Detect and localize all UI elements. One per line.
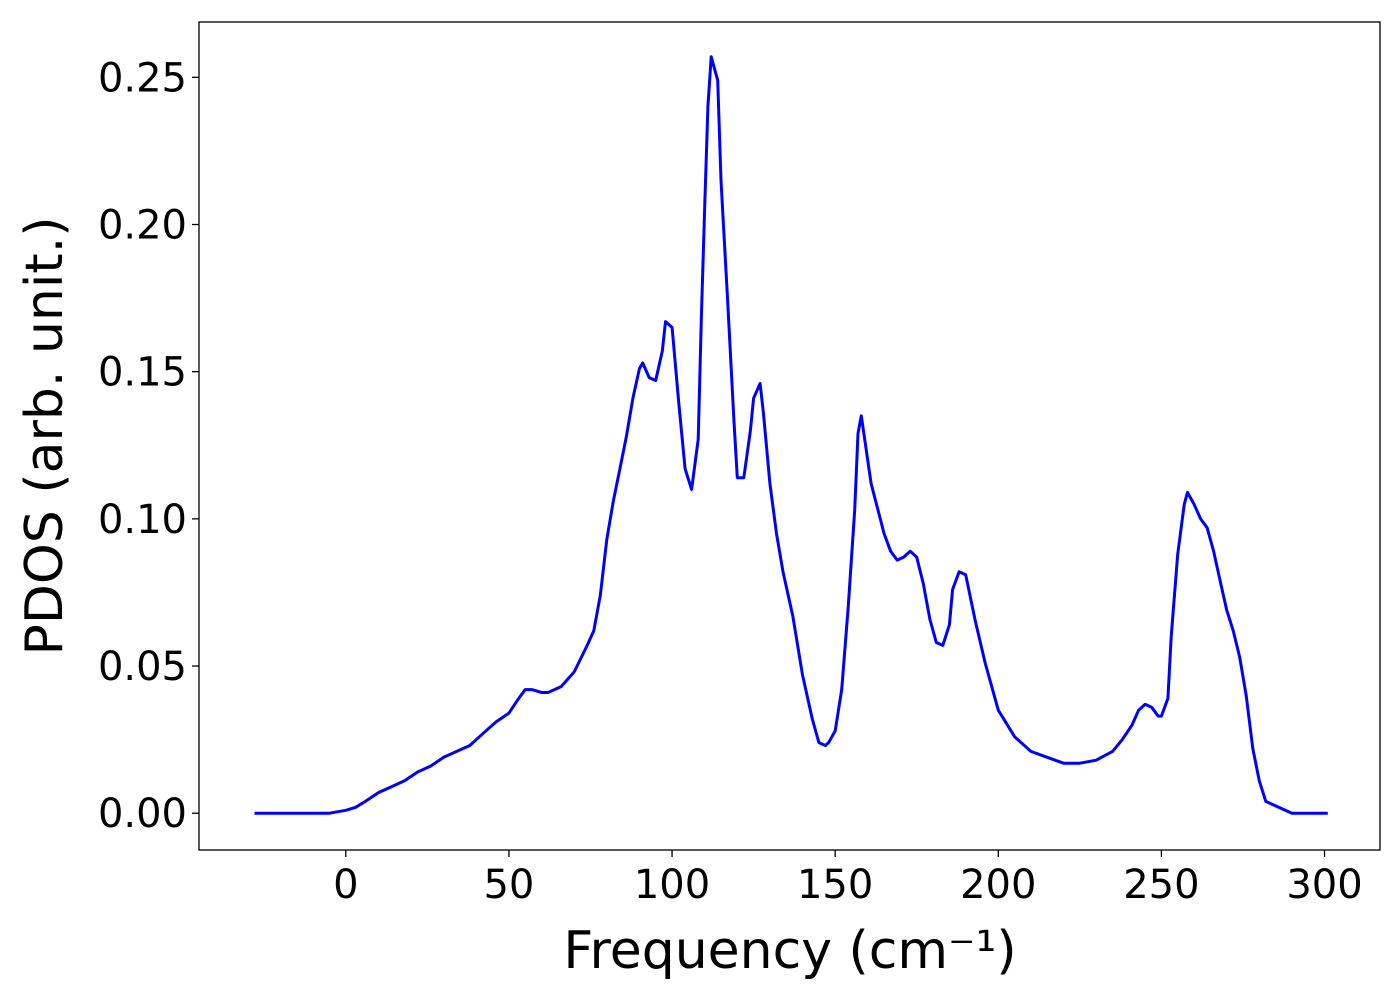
y-tick-label: 0.05 — [98, 644, 187, 690]
x-tick-label: 0 — [333, 862, 358, 908]
x-tick-label: 150 — [797, 862, 873, 908]
x-axis-title: Frequency (cm⁻¹) — [563, 921, 1016, 981]
y-tick-label: 0.10 — [98, 497, 187, 543]
x-tick-label: 250 — [1123, 862, 1199, 908]
x-tick-label: 300 — [1286, 862, 1362, 908]
ticks-layer: 0 50 100 150 200 250 300 0.00 0.05 0.10 0.15 0.20 0.… — [98, 55, 1363, 908]
plot-frame — [198, 21, 1381, 851]
y-tick-label: 0.20 — [98, 203, 187, 249]
y-axis-title: PDOS (arb. unit.) — [15, 216, 75, 655]
y-tick-label: 0.15 — [98, 350, 187, 396]
y-tick-label: 0.00 — [98, 791, 187, 837]
x-tick-label: 200 — [960, 862, 1036, 908]
pdos-series-line — [254, 55, 1328, 815]
y-tick-label: 0.25 — [98, 55, 187, 101]
x-tick-label: 100 — [634, 862, 710, 908]
x-tick-label: 50 — [483, 862, 534, 908]
